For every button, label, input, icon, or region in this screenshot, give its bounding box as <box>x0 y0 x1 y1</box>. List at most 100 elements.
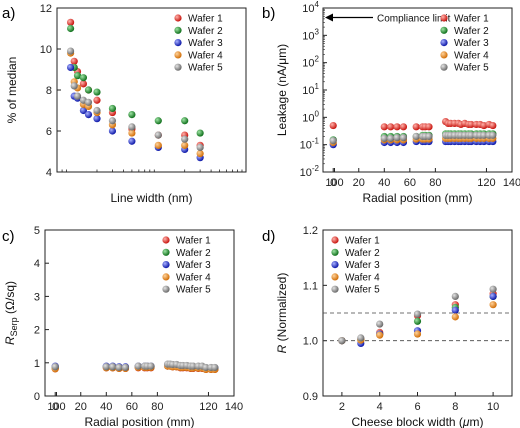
data-point <box>84 98 93 106</box>
data-point <box>413 317 422 325</box>
data-point <box>399 134 408 142</box>
data-point <box>425 123 433 131</box>
data-point <box>79 74 88 82</box>
legend-marker <box>174 39 182 47</box>
data-point <box>413 330 422 338</box>
data-point <box>154 117 162 125</box>
y-tick-label: 8 <box>46 85 52 97</box>
data-point <box>147 362 155 370</box>
data-point <box>93 106 101 115</box>
y-tick-label: 1.1 <box>303 280 318 292</box>
data-point <box>128 111 136 119</box>
y-axis-label: % of median <box>5 57 19 124</box>
data-point <box>387 134 395 142</box>
data-point <box>134 362 142 370</box>
data-point <box>380 123 388 131</box>
x-tick-label: 60 <box>126 401 138 413</box>
legend-marker <box>331 285 339 293</box>
panel-label: d) <box>262 228 275 245</box>
x-tick-label: 20 <box>75 401 87 413</box>
data-point <box>108 127 117 135</box>
data-point <box>189 362 197 370</box>
y-tick-label: 3 <box>34 291 40 303</box>
data-point <box>84 111 93 119</box>
x-tick-label: 120 <box>477 177 495 189</box>
data-point <box>480 131 488 139</box>
data-point <box>93 88 101 96</box>
legend-label: Wafer 5 <box>345 285 380 296</box>
y-tick-label: 1 <box>34 358 40 370</box>
legend-label: Wafer 2 <box>176 248 211 259</box>
data-point <box>489 292 497 300</box>
legend-label: Wafer 3 <box>345 260 380 271</box>
data-point <box>154 141 162 149</box>
legend-label: Wafer 1 <box>188 14 223 25</box>
annotation-text: Compliance limit <box>377 13 451 24</box>
legend-marker <box>162 261 170 269</box>
data-point <box>128 123 136 131</box>
legend-marker <box>331 248 339 256</box>
data-point <box>376 331 384 339</box>
data-point <box>66 24 75 33</box>
data-point <box>79 80 88 88</box>
x-tick-label: 0 <box>52 401 58 413</box>
legend-label: Wafer 5 <box>454 63 489 74</box>
y-tick-label: 102 <box>302 55 319 70</box>
series-wafer-1 <box>66 18 204 149</box>
panel-c: c) 0 20 40 60 80 100 120 140 0 1 2 3 4 5 Radial positio… <box>2 225 243 428</box>
y-tick-label: 4 <box>34 258 40 270</box>
y-axis-label: R (Normalized) <box>275 273 289 354</box>
panel-d: d) 2 4 6 8 10 0.9 1.0 1.1 1.2 Cheese block width (… <box>262 225 513 428</box>
data-point <box>196 149 204 158</box>
legend-marker <box>440 63 448 71</box>
y-tick-label: 4 <box>46 167 52 179</box>
legend-marker <box>174 26 182 34</box>
x-tick-label: 100 <box>47 401 65 413</box>
x-tick-label: 140 <box>225 401 243 413</box>
data-point <box>425 132 433 141</box>
x-tick-label: 4 <box>377 401 383 413</box>
panel-b: b) 0 20 40 60 80 100 120 140 10-2 10-1 100 101 102 103… <box>262 0 520 205</box>
x-axis-label: Line width (nm) <box>110 191 192 205</box>
legend-label: Wafer 3 <box>454 38 489 49</box>
x-axis-label: Cheese block width (μm) <box>352 415 484 428</box>
data-point <box>84 86 93 94</box>
y-tick-label: 0.9 <box>303 391 318 403</box>
series-wafer-1 <box>329 117 497 131</box>
data-point <box>128 137 136 145</box>
y-tick-label: 100 <box>302 109 319 124</box>
data-point <box>181 117 189 125</box>
legend-marker <box>440 51 448 59</box>
data-point <box>357 334 365 342</box>
data-point <box>196 143 204 151</box>
y-tick-label: 1.2 <box>303 225 318 237</box>
x-tick-label: 80 <box>429 177 441 189</box>
legend-label: Wafer 4 <box>176 272 211 283</box>
data-point <box>121 363 130 372</box>
legend-label: Wafer 2 <box>454 26 489 37</box>
legend-marker <box>331 236 339 244</box>
data-point <box>154 131 162 139</box>
data-point <box>73 72 82 80</box>
data-point <box>73 92 82 100</box>
legend-label: Wafer 1 <box>345 236 380 247</box>
data-point <box>451 306 459 314</box>
data-point <box>128 129 136 137</box>
data-point <box>51 363 59 371</box>
y-tick-label: 0 <box>34 391 40 403</box>
panel-label: a) <box>2 5 15 22</box>
legend-marker <box>162 285 170 293</box>
data-point <box>412 123 420 131</box>
data-point <box>413 310 422 318</box>
y-tick-label: 103 <box>302 27 319 42</box>
legend-label: Wafer 4 <box>454 50 489 61</box>
x-axis-label: Radial position (mm) <box>84 415 194 428</box>
x-tick-label: 10 <box>487 401 499 413</box>
data-point <box>329 121 337 130</box>
plot-frame <box>44 229 235 397</box>
series-wafer-5 <box>66 47 204 151</box>
data-point <box>181 135 189 143</box>
x-tick-label: 80 <box>151 401 163 413</box>
